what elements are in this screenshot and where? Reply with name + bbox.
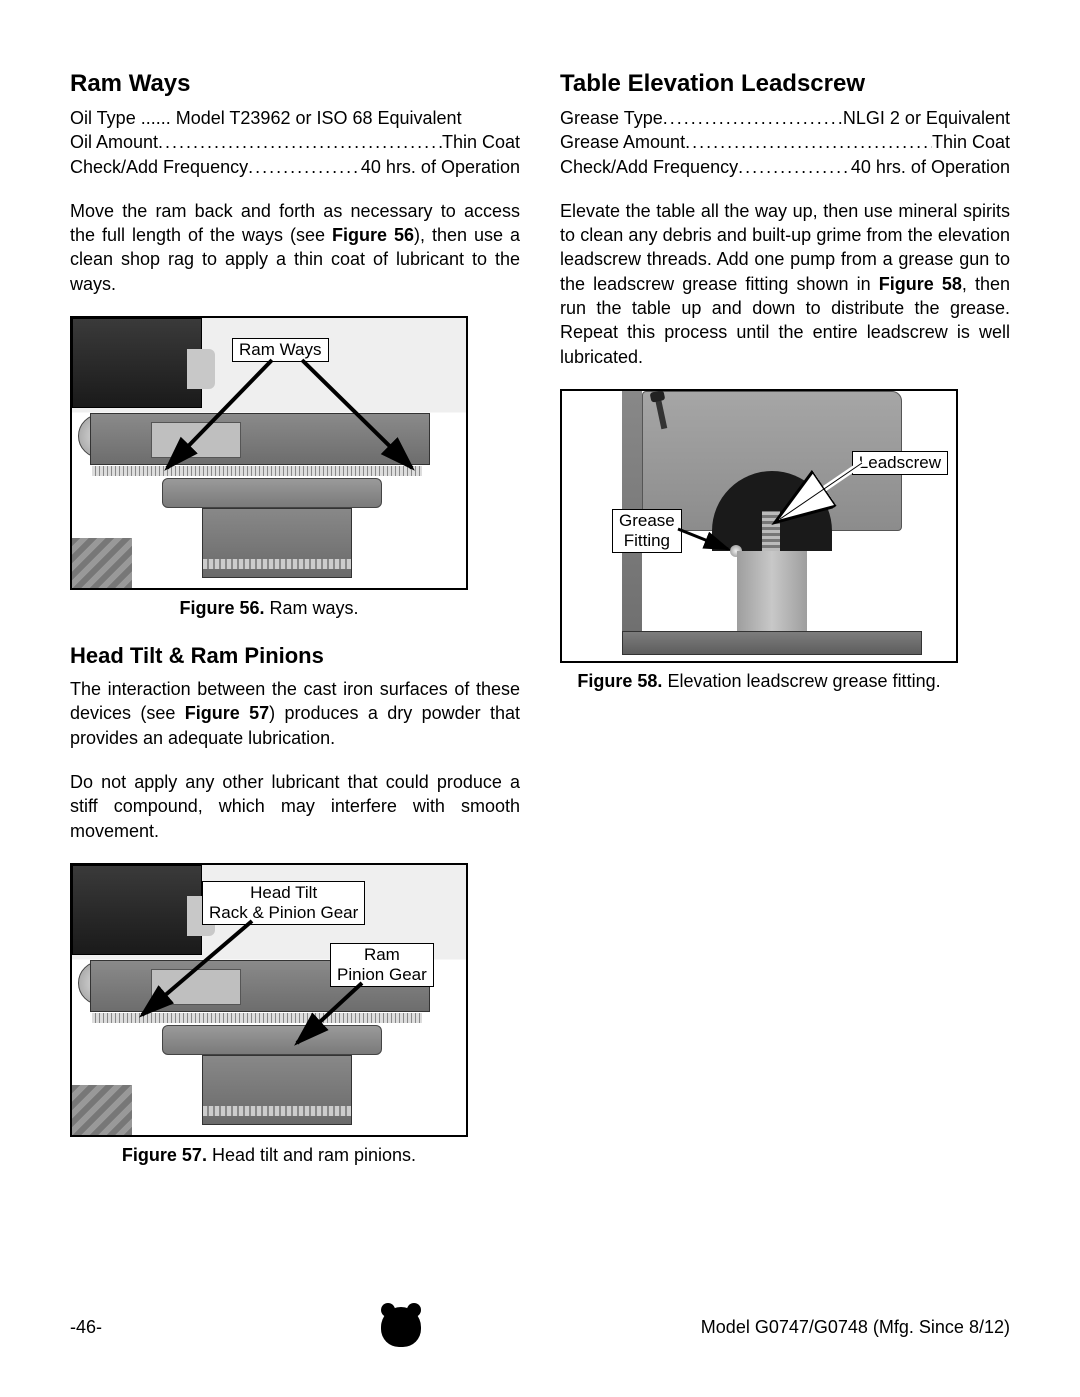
figure-57-caption: Figure 57. Head tilt and ram pinions.	[70, 1145, 468, 1166]
left-column: Ram Ways Oil Type ...... Model T23962 or…	[70, 70, 520, 1178]
head-tilt-heading: Head Tilt & Ram Pinions	[70, 643, 520, 669]
bear-logo-icon	[381, 1307, 421, 1347]
figure-58: Leadscrew Grease Fitting	[560, 389, 958, 663]
head-tilt-para1: The interaction between the cast iron su…	[70, 677, 520, 750]
page-number: -46-	[70, 1317, 102, 1338]
figure-57: Head Tilt Rack & Pinion Gear Ram Pinion …	[70, 863, 468, 1137]
page-footer: -46- Model G0747/G0748 (Mfg. Since 8/12)	[70, 1307, 1010, 1347]
model-info: Model G0747/G0748 (Mfg. Since 8/12)	[701, 1317, 1010, 1338]
ram-ways-specs: Oil Type ...... Model T23962 or ISO 68 E…	[70, 106, 520, 179]
leadscrew-heading: Table Elevation Leadscrew	[560, 70, 1010, 98]
leadscrew-para: Elevate the table all the way up, then u…	[560, 199, 1010, 369]
leadscrew-specs: Grease TypeNLGI 2 or Equivalent Grease A…	[560, 106, 1010, 179]
ram-ways-para: Move the ram back and forth as necessary…	[70, 199, 520, 296]
figure-58-caption: Figure 58. Elevation leadscrew grease fi…	[560, 671, 958, 692]
head-tilt-para2: Do not apply any other lubricant that co…	[70, 770, 520, 843]
figure-56-caption: Figure 56. Ram ways.	[70, 598, 468, 619]
ram-ways-heading: Ram Ways	[70, 70, 520, 98]
figure-56: Ram Ways	[70, 316, 468, 590]
right-column: Table Elevation Leadscrew Grease TypeNLG…	[560, 70, 1010, 1178]
